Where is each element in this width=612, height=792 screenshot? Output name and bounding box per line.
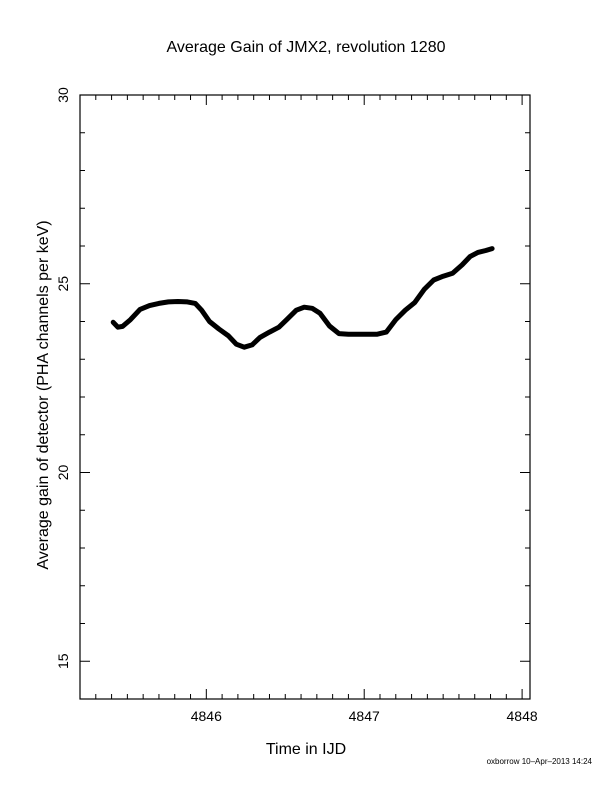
plot-frame — [79, 94, 531, 700]
tick-labels: 4846 4847 4848 15 20 25 30 — [55, 87, 538, 724]
gain-series-line — [110, 246, 495, 350]
y-axis-label: Average gain of detector (PHA channels p… — [35, 220, 52, 569]
chart-title: Average Gain of JMX2, revolution 1280 — [167, 39, 446, 56]
y-tick-label: 15 — [55, 653, 71, 669]
footer-timestamp: oxborrow 10–Apr–2013 14:24 — [486, 757, 592, 766]
x-axis-label: Time in IJD — [266, 741, 346, 758]
y-tick-label: 30 — [55, 87, 71, 103]
axis-ticks — [79, 94, 530, 700]
x-tick-label: 4848 — [507, 708, 538, 724]
y-tick-label: 20 — [55, 465, 71, 481]
x-tick-label: 4847 — [349, 708, 380, 724]
y-tick-label: 25 — [55, 276, 71, 292]
x-tick-label: 4846 — [191, 708, 222, 724]
